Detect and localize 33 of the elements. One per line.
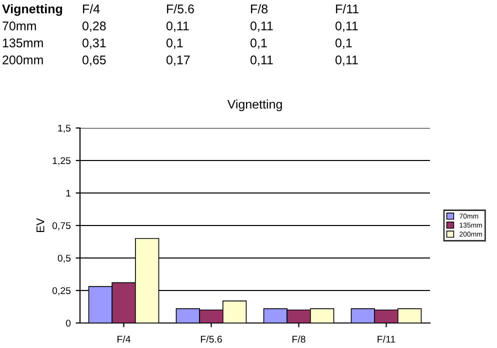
y-tick-label: 0,25	[52, 287, 71, 296]
text: Vignetting	[2, 4, 62, 16]
category-label: F/4	[83, 4, 100, 14]
text: 70mm	[2, 22, 36, 30]
x-tick-label: F/8	[292, 336, 306, 343]
y-tick-label: 1	[66, 190, 70, 197]
y-tick-label: 0,75	[52, 222, 71, 230]
text: 200mm	[2, 56, 43, 64]
data-label: 0,11	[335, 56, 358, 66]
data-label: 0,11	[250, 22, 273, 32]
data-label: 0,11	[335, 22, 358, 32]
x-tick-label: F/4	[118, 336, 130, 343]
y-tick-label: 0	[66, 320, 71, 327]
category-label: F/11	[336, 4, 358, 14]
data-label: 0,65	[82, 56, 106, 66]
data-label: 0,1	[335, 38, 352, 49]
data-label: 0,17	[166, 56, 190, 66]
y-axis-title: EV	[36, 218, 44, 232]
data-label: 0,1	[250, 38, 267, 49]
category-label: F/8	[251, 4, 268, 14]
data-label: 0,1	[166, 38, 183, 49]
data-label: 0,31	[82, 38, 106, 49]
x-tick-label: F/5.6	[200, 336, 222, 343]
category-label: F/5.6	[167, 4, 194, 14]
x-tick-label: F/11	[378, 336, 396, 343]
chart-title: Vignetting	[227, 99, 282, 112]
text: 135mm	[2, 38, 43, 48]
data-label: 0,28	[82, 22, 106, 32]
y-tick-label: 1,25	[52, 157, 71, 166]
y-tick-label: 1,5	[58, 124, 71, 133]
data-label: 0,11	[250, 56, 273, 66]
data-label: 0,11	[166, 22, 189, 32]
y-tick-label: 0,5	[58, 254, 71, 263]
